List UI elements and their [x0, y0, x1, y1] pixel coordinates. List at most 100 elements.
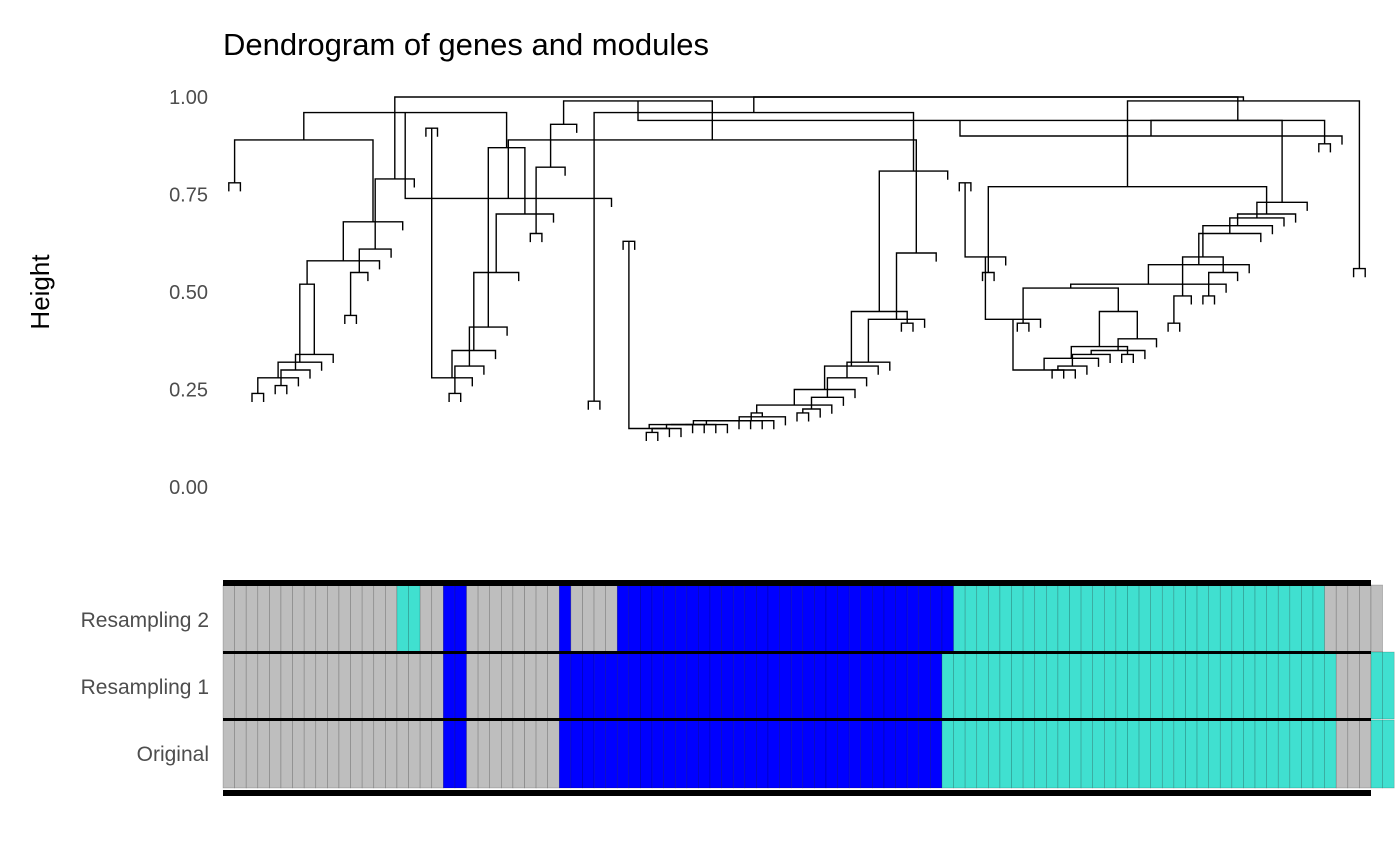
- module-cell: [570, 584, 583, 653]
- module-cell: [1092, 584, 1105, 653]
- dendrogram-branch: [810, 396, 845, 409]
- module-cell: [315, 719, 328, 789]
- module-cell: [930, 651, 943, 720]
- dendrogram-branch: [987, 186, 1268, 273]
- dendrogram-branch: [233, 139, 374, 222]
- module-cell: [767, 651, 780, 720]
- module-cell: [802, 584, 815, 653]
- module-cell: [1301, 651, 1314, 720]
- y-axis-ticks: 0.00 0.25 0.50 0.75 1.00: [169, 87, 208, 499]
- module-cell: [837, 651, 850, 720]
- y-tick-label: 1.00: [169, 87, 208, 109]
- module-cell: [1069, 651, 1082, 720]
- dendrogram-branch: [900, 322, 914, 332]
- module-cell: [524, 651, 537, 720]
- module-cell: [1185, 719, 1198, 789]
- chart-title: Dendrogram of genes and modules: [223, 27, 709, 62]
- module-cell: [1370, 584, 1383, 653]
- module-cell: [257, 584, 270, 653]
- dendrogram-branch: [1117, 338, 1158, 351]
- module-cell: [872, 584, 885, 653]
- module-cell: [1022, 584, 1036, 653]
- module-cell: [1289, 651, 1302, 720]
- module-cell: [640, 719, 653, 789]
- module-cell: [663, 719, 676, 789]
- module-cell: [385, 651, 398, 720]
- dendrogram-branch: [228, 182, 242, 192]
- module-cell: [350, 651, 363, 720]
- module-cell: [1219, 584, 1233, 653]
- module-cell: [1022, 719, 1036, 789]
- module-cell: [732, 719, 746, 789]
- module-cell: [883, 719, 896, 789]
- module-cell: [941, 584, 954, 653]
- module-cell: [999, 584, 1012, 653]
- module-cell: [396, 584, 409, 653]
- dendrogram-branch: [1202, 225, 1274, 257]
- module-cell: [1312, 651, 1325, 720]
- module-cell: [895, 719, 908, 789]
- module-cell: [524, 584, 537, 653]
- module-cell: [848, 651, 862, 720]
- module-cell: [280, 584, 293, 653]
- module-cell: [616, 719, 630, 789]
- module-cell: [303, 651, 317, 720]
- module-cell: [732, 584, 746, 653]
- dendrogram-branch: [1016, 322, 1030, 332]
- module-row-separator: [223, 580, 1371, 586]
- dendrogram-branch: [593, 111, 915, 402]
- module-cell: [431, 651, 444, 720]
- module-cell: [802, 651, 815, 720]
- module-cell: [234, 719, 247, 789]
- module-cell: [1092, 651, 1105, 720]
- module-cell: [1103, 651, 1117, 720]
- dendrogram-branch: [1167, 322, 1181, 332]
- module-cell: [1254, 584, 1267, 653]
- dendrogram-branch: [1121, 353, 1134, 363]
- dendrogram-tree: [228, 96, 1366, 441]
- dendrogram-branch: [487, 147, 526, 328]
- dendrogram-branch: [1202, 295, 1216, 305]
- dendrogram-branch: [1198, 232, 1262, 265]
- dendrogram-branch: [964, 182, 1007, 266]
- dendrogram-branch: [587, 400, 601, 410]
- dendrogram-branch: [374, 178, 415, 250]
- module-cell: [338, 719, 351, 789]
- module-cell: [976, 651, 989, 720]
- module-cell: [918, 584, 931, 653]
- module-row-separator: [223, 790, 1371, 796]
- module-cell: [1057, 719, 1070, 789]
- module-cell: [1208, 719, 1221, 789]
- dendrogram-branch: [549, 123, 578, 168]
- module-cell: [860, 584, 873, 653]
- module-cell: [640, 651, 653, 720]
- module-cell: [1359, 584, 1372, 653]
- module-cell: [1011, 651, 1024, 720]
- module-cell: [292, 651, 305, 720]
- dendrogram-branch: [1352, 267, 1366, 278]
- module-cell: [860, 719, 873, 789]
- module-cell: [582, 651, 595, 720]
- module-cell: [1277, 651, 1291, 720]
- module-cell: [1347, 719, 1360, 789]
- dendrogram-branch: [984, 256, 1042, 328]
- module-cell: [1127, 719, 1140, 789]
- module-cell: [628, 584, 641, 653]
- module-cell: [767, 584, 780, 653]
- module-cell: [698, 651, 711, 720]
- module-cell: [1173, 651, 1186, 720]
- module-cell: [1289, 584, 1302, 653]
- module-cell: [558, 651, 572, 720]
- module-cell: [1034, 719, 1047, 789]
- module-cell: [338, 651, 351, 720]
- module-cell: [790, 719, 804, 789]
- module-cell: [350, 719, 363, 789]
- module-cell: [814, 584, 827, 653]
- dendrogram-branch: [394, 96, 1245, 179]
- module-cell: [1185, 651, 1198, 720]
- dendrogram-branch: [826, 377, 868, 398]
- module-cell: [431, 719, 444, 789]
- module-cell: [419, 651, 433, 720]
- module-cell: [477, 651, 491, 720]
- module-cell: [999, 719, 1012, 789]
